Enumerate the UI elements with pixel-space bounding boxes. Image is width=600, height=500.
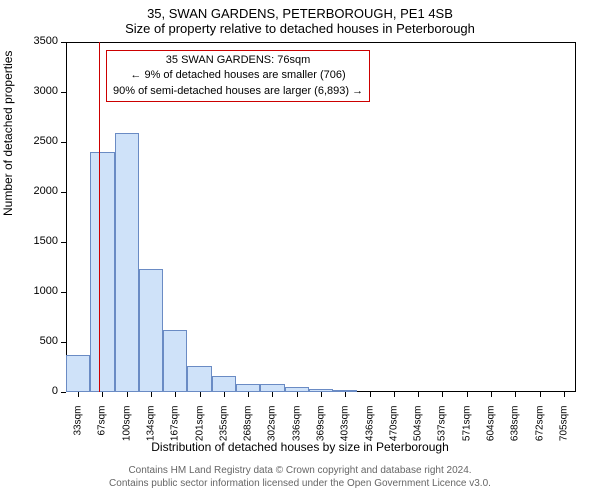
y-tick-mark bbox=[61, 92, 66, 93]
x-tick-mark bbox=[175, 392, 176, 397]
annotation-line2: ← 9% of detached houses are smaller (706… bbox=[113, 68, 363, 83]
x-tick-label: 33sqm bbox=[73, 406, 84, 456]
y-tick-label: 2000 bbox=[26, 185, 58, 197]
histogram-bar bbox=[187, 366, 211, 392]
x-tick-mark bbox=[272, 392, 273, 397]
histogram-bar bbox=[90, 152, 114, 392]
x-tick-label: 470sqm bbox=[388, 406, 399, 456]
histogram-bar bbox=[260, 384, 284, 392]
y-tick-label: 1500 bbox=[26, 235, 58, 247]
x-tick-label: 268sqm bbox=[243, 406, 254, 456]
y-tick-mark bbox=[61, 292, 66, 293]
x-tick-mark bbox=[467, 392, 468, 397]
x-tick-mark bbox=[102, 392, 103, 397]
x-tick-label: 100sqm bbox=[121, 406, 132, 456]
x-tick-label: 67sqm bbox=[97, 406, 108, 456]
x-tick-mark bbox=[491, 392, 492, 397]
x-tick-mark bbox=[78, 392, 79, 397]
x-tick-label: 302sqm bbox=[267, 406, 278, 456]
x-tick-label: 235sqm bbox=[218, 406, 229, 456]
x-tick-label: 369sqm bbox=[316, 406, 327, 456]
y-tick-label: 0 bbox=[26, 385, 58, 397]
x-tick-mark bbox=[418, 392, 419, 397]
histogram-bar bbox=[66, 355, 90, 392]
x-tick-label: 167sqm bbox=[170, 406, 181, 456]
y-tick-mark bbox=[61, 392, 66, 393]
y-tick-mark bbox=[61, 342, 66, 343]
x-tick-mark bbox=[564, 392, 565, 397]
annotation-line3: 90% of semi-detached houses are larger (… bbox=[113, 84, 363, 99]
x-tick-mark bbox=[515, 392, 516, 397]
histogram-bar bbox=[115, 133, 139, 392]
x-tick-label: 604sqm bbox=[486, 406, 497, 456]
x-tick-mark bbox=[200, 392, 201, 397]
histogram-bar bbox=[212, 376, 236, 392]
x-tick-label: 436sqm bbox=[364, 406, 375, 456]
x-tick-mark bbox=[394, 392, 395, 397]
x-tick-label: 537sqm bbox=[437, 406, 448, 456]
x-tick-mark bbox=[321, 392, 322, 397]
x-tick-mark bbox=[224, 392, 225, 397]
annotation-box: 35 SWAN GARDENS: 76sqm← 9% of detached h… bbox=[106, 50, 370, 102]
reference-marker-line bbox=[99, 42, 100, 392]
y-tick-label: 3500 bbox=[26, 35, 58, 47]
y-tick-label: 2500 bbox=[26, 135, 58, 147]
chart-title-line2: Size of property relative to detached ho… bbox=[0, 21, 600, 40]
chart-footer: Contains HM Land Registry data © Crown c… bbox=[0, 464, 600, 490]
x-tick-label: 201sqm bbox=[194, 406, 205, 456]
y-tick-mark bbox=[61, 42, 66, 43]
x-tick-mark bbox=[345, 392, 346, 397]
chart-title-line1: 35, SWAN GARDENS, PETERBOROUGH, PE1 4SB bbox=[0, 0, 600, 21]
x-tick-label: 403sqm bbox=[340, 406, 351, 456]
x-tick-mark bbox=[540, 392, 541, 397]
x-tick-mark bbox=[442, 392, 443, 397]
y-tick-label: 500 bbox=[26, 335, 58, 347]
x-tick-label: 705sqm bbox=[558, 406, 569, 456]
x-tick-label: 672sqm bbox=[534, 406, 545, 456]
x-tick-label: 504sqm bbox=[413, 406, 424, 456]
y-tick-mark bbox=[61, 192, 66, 193]
x-tick-label: 638sqm bbox=[510, 406, 521, 456]
x-tick-label: 336sqm bbox=[291, 406, 302, 456]
y-tick-mark bbox=[61, 142, 66, 143]
x-tick-mark bbox=[297, 392, 298, 397]
x-tick-label: 571sqm bbox=[461, 406, 472, 456]
histogram-bar bbox=[163, 330, 187, 392]
x-tick-mark bbox=[370, 392, 371, 397]
y-tick-label: 3000 bbox=[26, 85, 58, 97]
annotation-line1: 35 SWAN GARDENS: 76sqm bbox=[113, 53, 363, 68]
y-tick-mark bbox=[61, 242, 66, 243]
x-tick-label: 134sqm bbox=[146, 406, 157, 456]
x-tick-mark bbox=[151, 392, 152, 397]
histogram-bar bbox=[139, 269, 163, 392]
footer-line1: Contains HM Land Registry data © Crown c… bbox=[0, 464, 600, 477]
footer-line2: Contains public sector information licen… bbox=[0, 477, 600, 490]
x-tick-mark bbox=[248, 392, 249, 397]
histogram-bar bbox=[236, 384, 260, 393]
y-tick-label: 1000 bbox=[26, 285, 58, 297]
x-tick-mark bbox=[127, 392, 128, 397]
